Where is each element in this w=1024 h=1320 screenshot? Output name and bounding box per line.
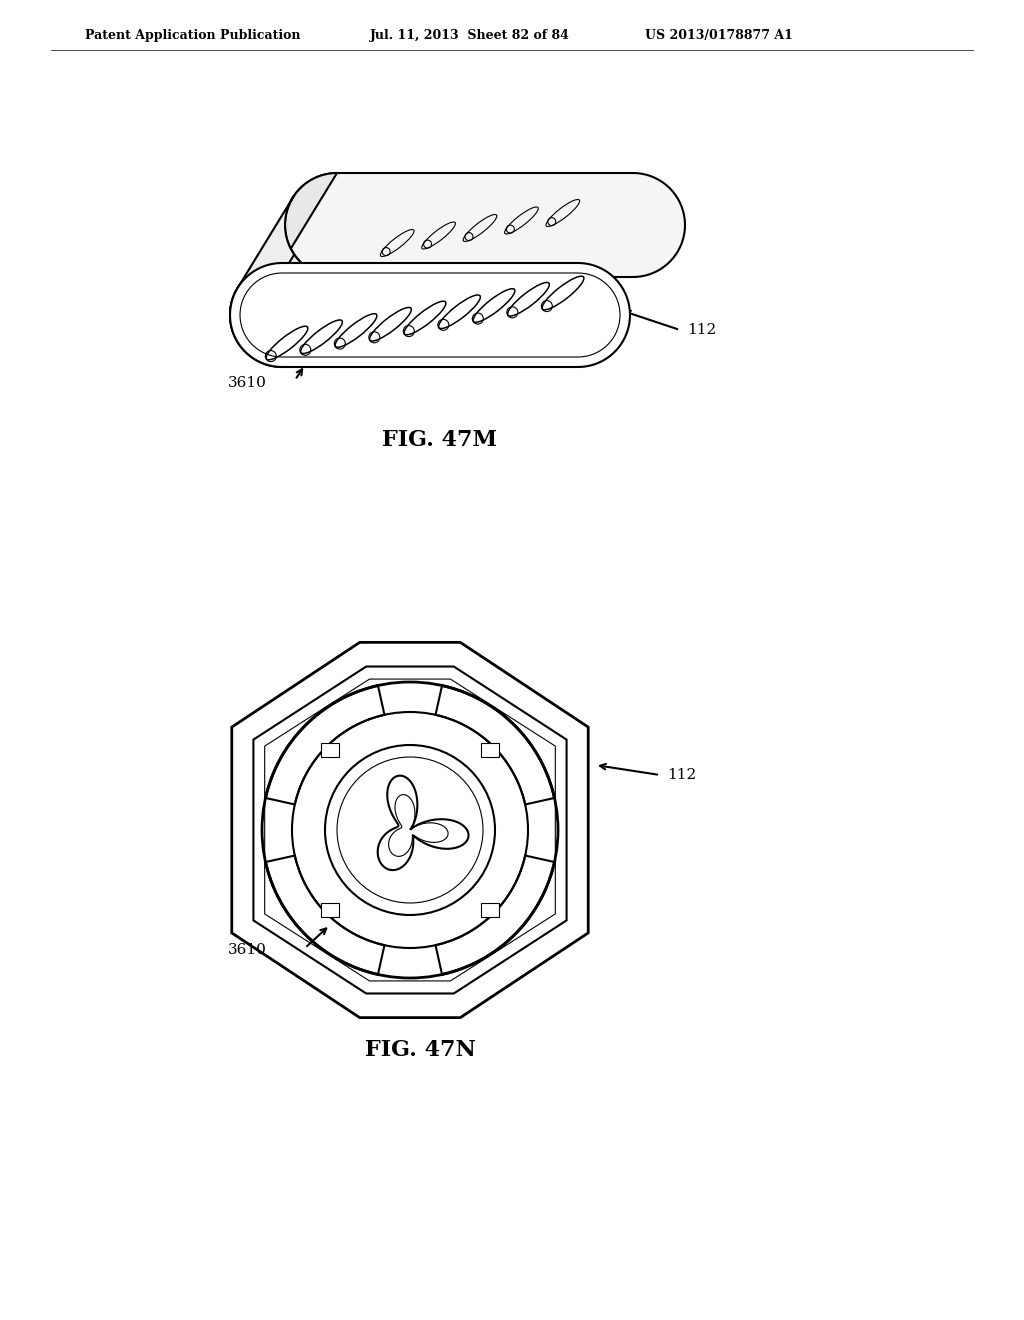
Polygon shape	[230, 195, 294, 345]
FancyBboxPatch shape	[322, 903, 339, 917]
Text: 112: 112	[667, 768, 696, 781]
Polygon shape	[231, 643, 588, 1018]
Text: FIG. 47N: FIG. 47N	[365, 1039, 475, 1061]
Text: 3610: 3610	[228, 376, 267, 389]
Text: US 2013/0178877 A1: US 2013/0178877 A1	[645, 29, 793, 41]
Text: FIG. 47M: FIG. 47M	[383, 429, 498, 451]
FancyBboxPatch shape	[481, 903, 499, 917]
Polygon shape	[230, 173, 337, 367]
FancyBboxPatch shape	[322, 743, 339, 758]
Text: 112: 112	[687, 323, 716, 337]
Polygon shape	[285, 173, 685, 277]
Text: Jul. 11, 2013  Sheet 82 of 84: Jul. 11, 2013 Sheet 82 of 84	[370, 29, 570, 41]
FancyBboxPatch shape	[481, 743, 499, 758]
Text: 3610: 3610	[228, 942, 267, 957]
Polygon shape	[230, 263, 630, 367]
Text: Patent Application Publication: Patent Application Publication	[85, 29, 300, 41]
